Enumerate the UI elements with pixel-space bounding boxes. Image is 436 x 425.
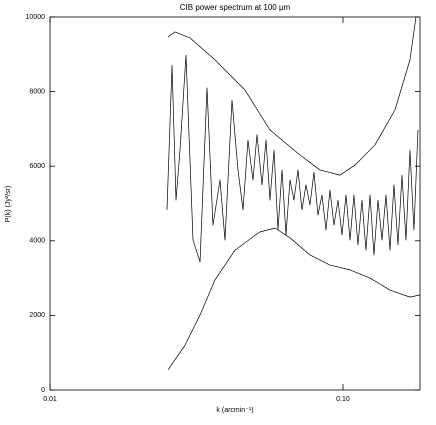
x-axis-label: k (arcmin⁻¹): [216, 407, 253, 414]
y-tick-label: 0: [41, 387, 45, 394]
series-line: [166, 54, 419, 263]
y-tick-label: 4000: [29, 238, 45, 245]
x-tick-label: 0.01: [43, 396, 57, 403]
series-line: [167, 227, 421, 371]
plot-frame: [49, 16, 421, 391]
y-axis-label: P(k) (Jy²/sr): [5, 186, 12, 223]
y-tick-label: 8000: [29, 88, 45, 95]
y-tick-label: 6000: [29, 163, 45, 170]
chart-title: CIB power spectrum at 100 μm: [180, 3, 291, 12]
x-tick-label: 0.10: [336, 396, 350, 403]
y-tick-label: 2000: [29, 312, 45, 319]
series-line: [167, 16, 417, 176]
y-tick-label: 10000: [26, 14, 46, 21]
